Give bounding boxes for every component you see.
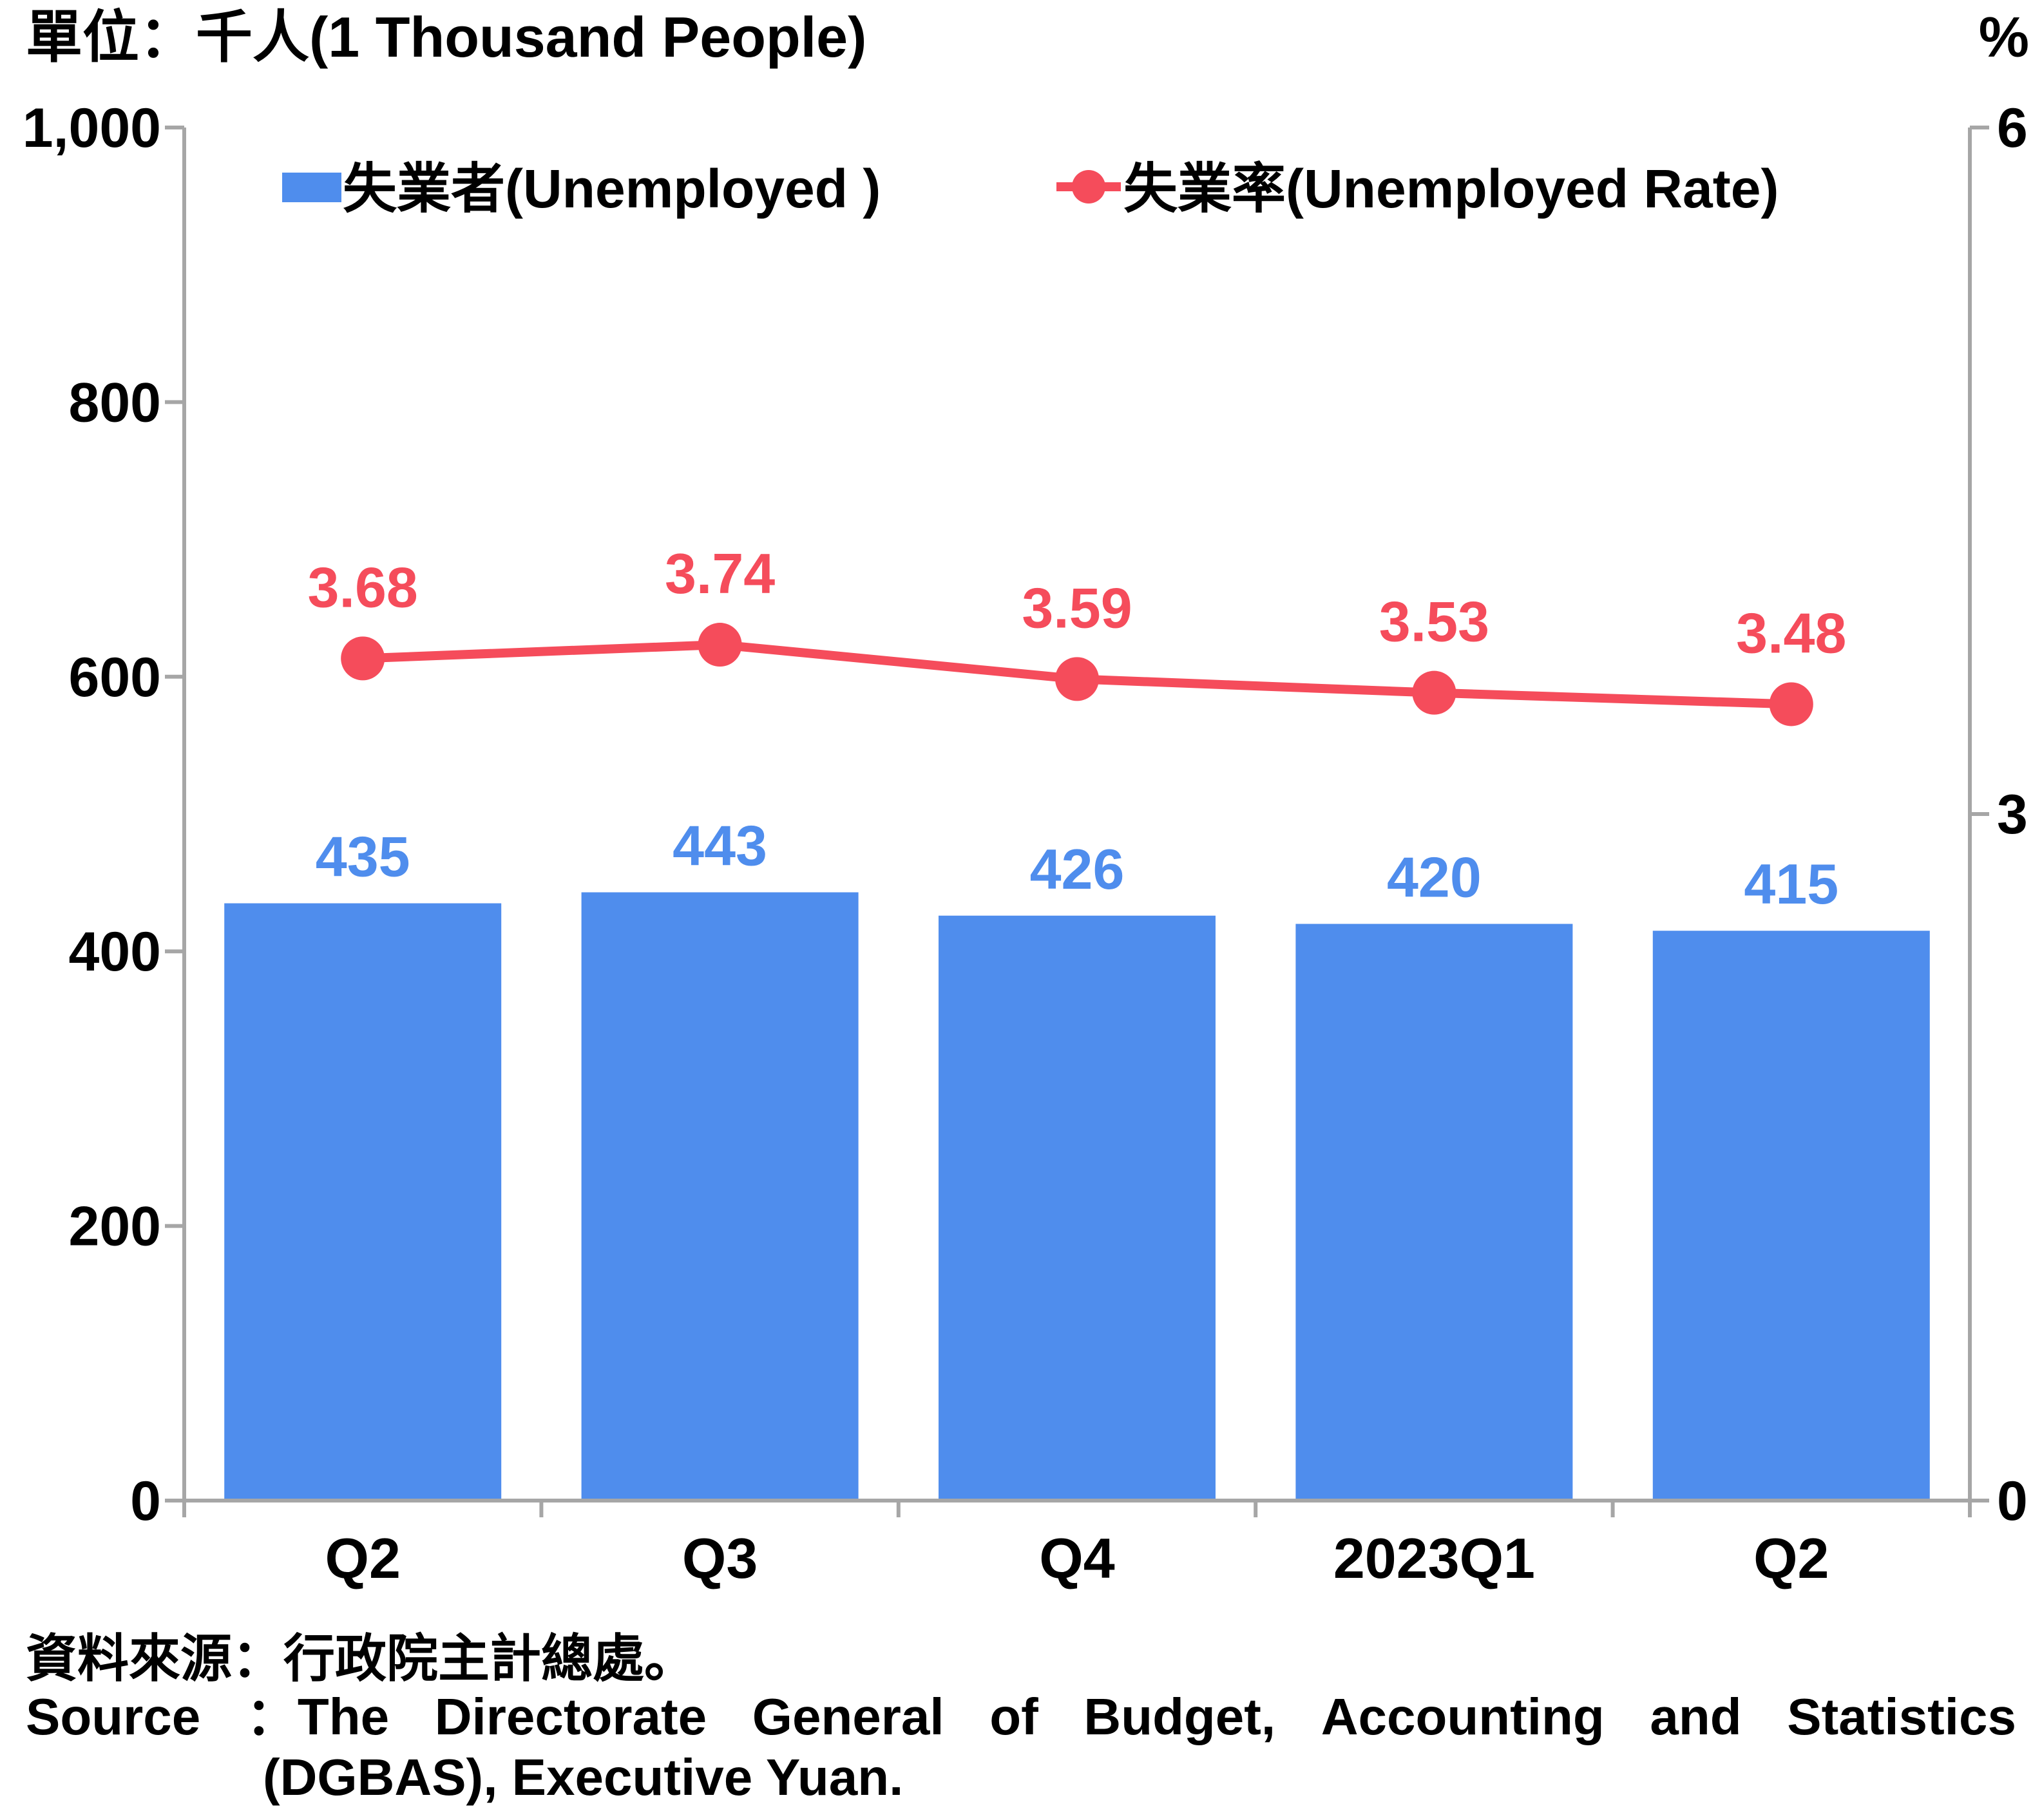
rate-value-label-1: 3.74: [665, 542, 775, 605]
rate-point-2: [1055, 657, 1099, 701]
legend-label-rate: 失業率(Unemployed Rate): [1123, 158, 1779, 219]
unemployment-chart: 單位：千人(1 Thousand People) % 0 200 400 600 800…: [23, 5, 2029, 1590]
left-tick-label-1: 200: [69, 1196, 162, 1258]
source-word-2: Directorate: [434, 1688, 707, 1745]
source-word-0: Source: [26, 1688, 201, 1745]
bar-1: [581, 892, 859, 1501]
left-tick-label-2: 400: [69, 921, 162, 983]
bar-4: [1652, 931, 1930, 1501]
source-note-english-line2: (DGBAS), Executive Yuan.: [263, 1749, 904, 1806]
rate-value-label-4: 3.48: [1736, 601, 1846, 665]
left-axis-unit-label: 單位：千人(1 Thousand People): [26, 5, 866, 69]
source-word-6: Accounting: [1321, 1688, 1605, 1745]
left-tick-label-0: 0: [130, 1470, 161, 1532]
bar-series: [224, 892, 1930, 1501]
rate-value-label-3: 3.53: [1379, 590, 1489, 654]
rate-point-1: [698, 623, 742, 667]
x-tick-label-3: 2023Q1: [1333, 1526, 1535, 1590]
legend-label-unemployed: 失業者(Unemployed ): [343, 158, 881, 219]
source-word-7: and: [1650, 1688, 1742, 1745]
x-tick-label-1: Q3: [682, 1526, 758, 1590]
right-axis-unit-label: %: [1979, 5, 2029, 69]
legend-marker-rate: [1072, 170, 1105, 204]
rate-value-label-0: 3.68: [308, 555, 418, 619]
bar-3: [1295, 924, 1573, 1501]
left-tick-label-4: 800: [69, 372, 162, 433]
right-tick-label-1: 3: [1997, 784, 2028, 846]
axes: 0 200 400 600 800 1,000 0 3 6 Q2 Q3 Q4 2023Q1 Q2: [23, 97, 2028, 1590]
source-word-4: of: [989, 1688, 1038, 1745]
data-labels: 435 443 426 420 415 3.68 3.74 3.59 3.53 3.48: [308, 542, 1847, 916]
bar-value-label-2: 426: [1030, 837, 1125, 901]
bar-value-label-3: 420: [1387, 846, 1482, 909]
source-word-1: ：The: [245, 1688, 390, 1745]
source-word-5: Budget,: [1083, 1688, 1276, 1745]
bar-0: [224, 903, 502, 1501]
rate-value-label-2: 3.59: [1022, 576, 1132, 640]
bar-value-label-0: 435: [316, 825, 410, 889]
right-tick-label-0: 0: [1997, 1470, 2028, 1532]
source-word-3: General: [752, 1688, 944, 1745]
source-word-8: Statistics: [1787, 1688, 2016, 1745]
rate-line-series: [341, 623, 1813, 726]
bar-value-label-1: 443: [673, 814, 767, 878]
x-tick-label-4: Q2: [1753, 1526, 1829, 1590]
left-tick-label-5: 1,000: [23, 97, 161, 159]
x-tick-label-0: Q2: [325, 1526, 401, 1590]
rate-point-0: [341, 636, 385, 681]
right-tick-label-2: 6: [1997, 97, 2028, 159]
x-tick-label-2: Q4: [1039, 1526, 1114, 1590]
rate-point-3: [1412, 670, 1456, 715]
rate-point-4: [1769, 682, 1813, 726]
bar-value-label-4: 415: [1744, 852, 1838, 916]
bar-2: [939, 915, 1216, 1501]
source-note-english-line1: Source ：The Directorate General of Budget, Acc…: [26, 1686, 2016, 1748]
legend: 失業者(Unemployed ) 失業率(Unemployed Rate): [282, 158, 1779, 219]
left-tick-label-3: 600: [69, 647, 162, 708]
source-note-chinese: 資料來源：行政院主計總處。: [26, 1630, 696, 1687]
legend-swatch-unemployed: [282, 173, 341, 202]
